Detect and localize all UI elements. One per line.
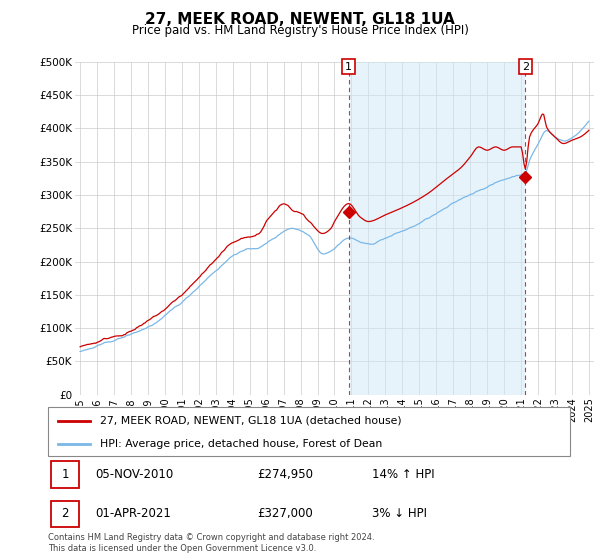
Text: Contains HM Land Registry data © Crown copyright and database right 2024.
This d: Contains HM Land Registry data © Crown c… bbox=[48, 533, 374, 553]
Text: £274,950: £274,950 bbox=[257, 468, 313, 481]
Text: 01-APR-2021: 01-APR-2021 bbox=[95, 507, 171, 520]
Text: HPI: Average price, detached house, Forest of Dean: HPI: Average price, detached house, Fore… bbox=[100, 439, 382, 449]
FancyBboxPatch shape bbox=[50, 501, 79, 527]
Text: 05-NOV-2010: 05-NOV-2010 bbox=[95, 468, 173, 481]
Text: Price paid vs. HM Land Registry's House Price Index (HPI): Price paid vs. HM Land Registry's House … bbox=[131, 24, 469, 36]
Text: 1: 1 bbox=[61, 468, 69, 481]
Text: 27, MEEK ROAD, NEWENT, GL18 1UA (detached house): 27, MEEK ROAD, NEWENT, GL18 1UA (detache… bbox=[100, 416, 402, 426]
FancyBboxPatch shape bbox=[48, 407, 570, 456]
Text: 2: 2 bbox=[522, 62, 529, 72]
Text: 14% ↑ HPI: 14% ↑ HPI bbox=[371, 468, 434, 481]
FancyBboxPatch shape bbox=[50, 461, 79, 488]
Text: 27, MEEK ROAD, NEWENT, GL18 1UA: 27, MEEK ROAD, NEWENT, GL18 1UA bbox=[145, 12, 455, 27]
Text: £327,000: £327,000 bbox=[257, 507, 313, 520]
Text: 1: 1 bbox=[345, 62, 352, 72]
Text: 2: 2 bbox=[61, 507, 69, 520]
Text: 3% ↓ HPI: 3% ↓ HPI bbox=[371, 507, 427, 520]
